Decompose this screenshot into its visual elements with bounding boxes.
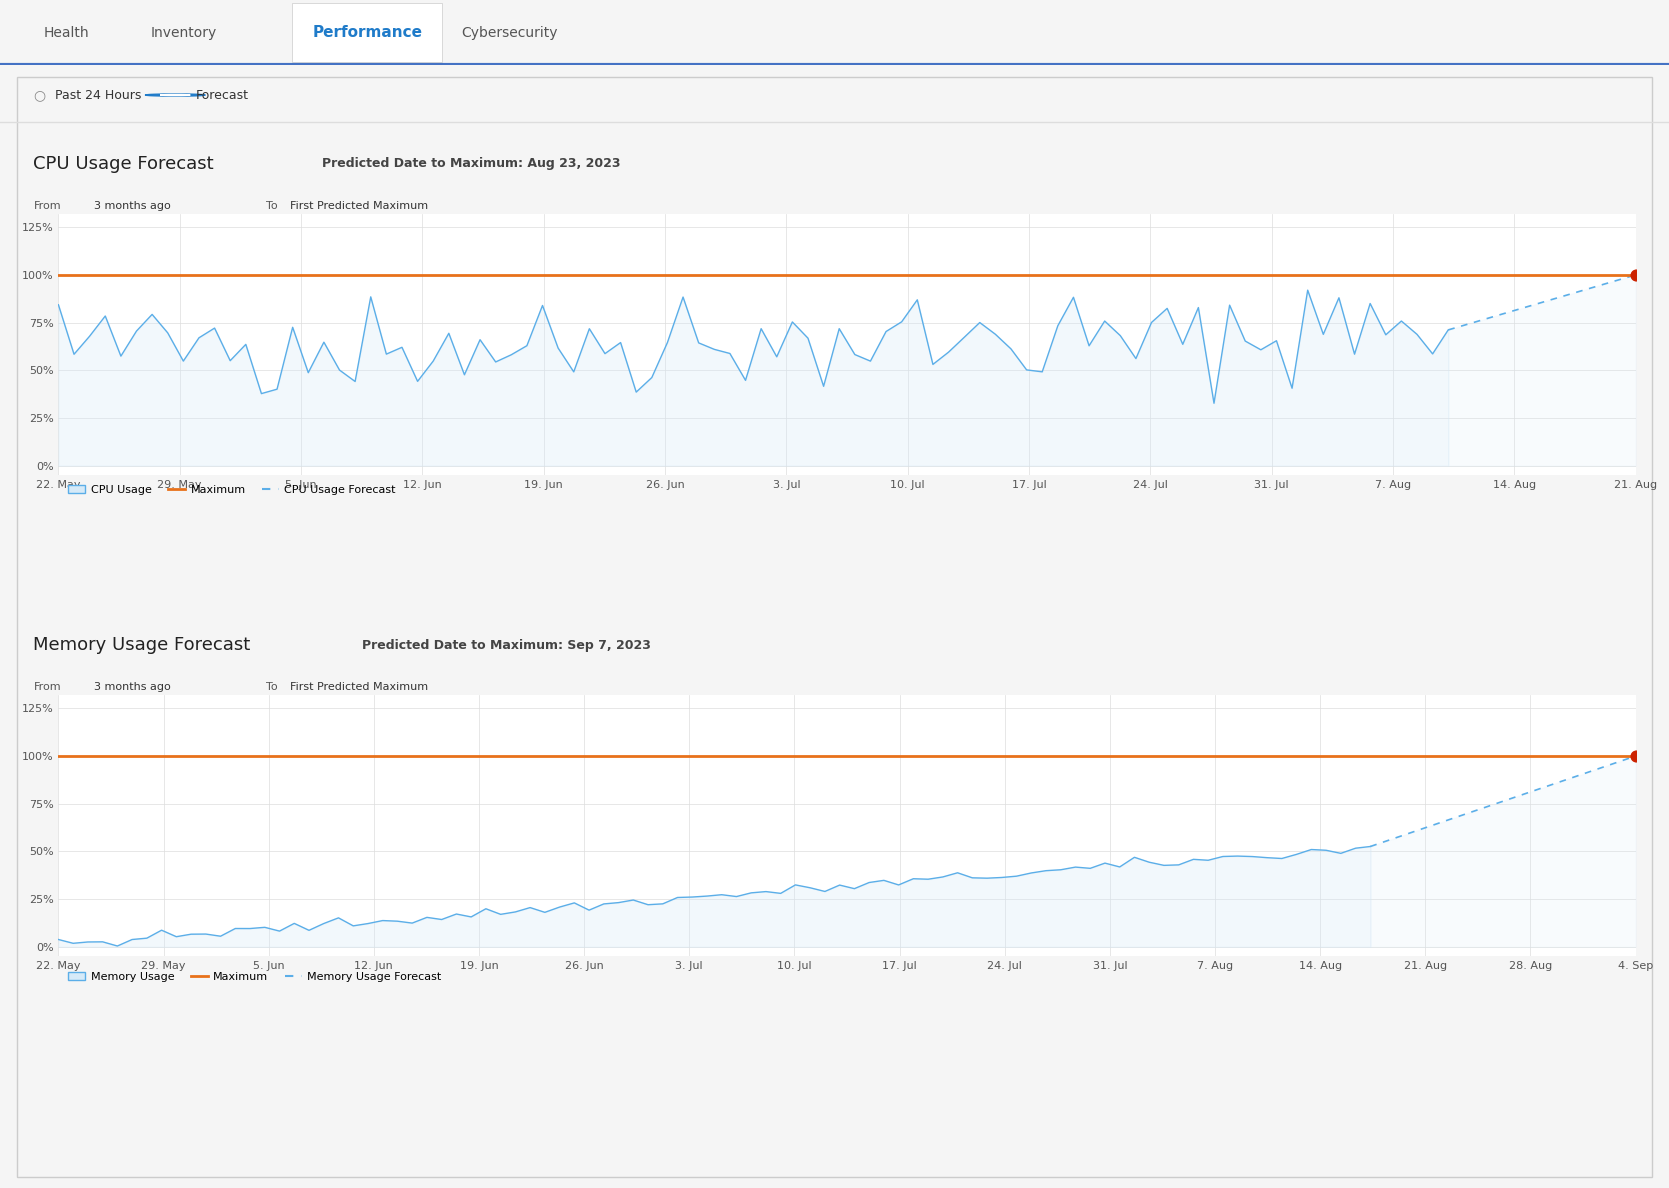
FancyBboxPatch shape (0, 0, 1669, 65)
Text: Performance: Performance (312, 25, 422, 40)
Text: Memory Usage Forecast: Memory Usage Forecast (33, 636, 250, 655)
Legend: CPU Usage, Maximum, CPU Usage Forecast: CPU Usage, Maximum, CPU Usage Forecast (63, 481, 401, 499)
Text: First Predicted Maximum: First Predicted Maximum (290, 682, 427, 691)
Text: 3 months ago: 3 months ago (93, 682, 170, 691)
Text: CPU Usage Forecast: CPU Usage Forecast (33, 154, 214, 173)
Text: Predicted Date to Maximum: Sep 7, 2023: Predicted Date to Maximum: Sep 7, 2023 (362, 639, 651, 651)
Text: Predicted Date to Maximum: Aug 23, 2023: Predicted Date to Maximum: Aug 23, 2023 (322, 158, 621, 170)
Text: First Predicted Maximum: First Predicted Maximum (290, 201, 427, 210)
Text: 3 months ago: 3 months ago (93, 201, 170, 210)
Point (1622, 265, 1649, 284)
Point (1622, 746, 1649, 765)
Text: To: To (265, 682, 277, 691)
Text: Inventory: Inventory (150, 26, 217, 39)
Text: Health: Health (43, 26, 90, 39)
Legend: Memory Usage, Maximum, Memory Usage Forecast: Memory Usage, Maximum, Memory Usage Fore… (63, 968, 446, 986)
Circle shape (145, 94, 205, 96)
FancyBboxPatch shape (292, 4, 442, 62)
Text: From: From (33, 201, 62, 210)
Text: Cybersecurity: Cybersecurity (461, 26, 557, 39)
Text: ○: ○ (33, 88, 45, 102)
Text: From: From (33, 682, 62, 691)
Text: Forecast: Forecast (195, 89, 249, 101)
Text: Past 24 Hours: Past 24 Hours (55, 89, 142, 101)
Text: To: To (265, 201, 277, 210)
